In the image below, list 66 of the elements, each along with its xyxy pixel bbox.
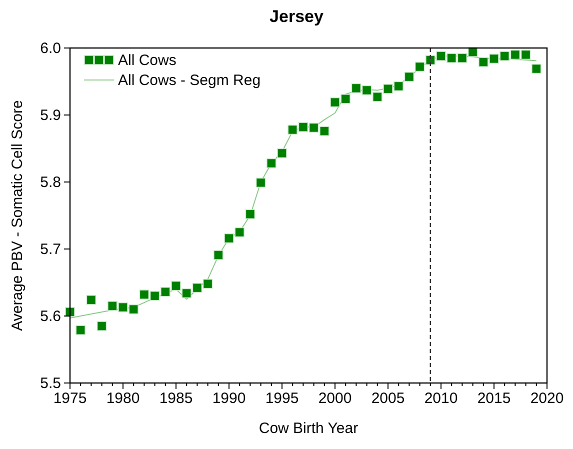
point (288, 124, 298, 135)
point (446, 53, 456, 63)
x-tick-label: 2010 (424, 390, 458, 407)
point (468, 47, 478, 57)
x-tick-label: 2015 (477, 390, 511, 407)
point (330, 97, 340, 108)
y-tick-label: 5.6 (40, 308, 61, 325)
legend-label: All Cows - Segm Reg (118, 72, 261, 89)
y-tick-label: 5.7 (40, 241, 61, 258)
point (478, 57, 488, 67)
point (362, 85, 372, 96)
point (139, 290, 150, 300)
point (234, 227, 244, 238)
point (489, 54, 499, 64)
point (192, 282, 202, 293)
point (340, 94, 350, 104)
point (256, 178, 266, 188)
y-tick-label: 5.9 (40, 107, 61, 124)
x-tick-label: 1995 (265, 390, 299, 407)
point (96, 321, 107, 331)
point (532, 64, 542, 74)
x-tick-label: 1975 (53, 390, 87, 407)
point (150, 291, 160, 301)
chart-title: Jersey (270, 7, 324, 26)
point (266, 158, 276, 168)
point (404, 72, 414, 82)
point (182, 288, 192, 298)
point (500, 51, 510, 61)
point (86, 295, 96, 305)
point (214, 250, 224, 260)
point (510, 50, 520, 60)
point (76, 325, 86, 335)
point (372, 92, 382, 102)
x-tick-label: 2020 (530, 390, 564, 407)
x-tick-label: 1985 (159, 390, 193, 407)
x-tick-label: 2000 (318, 390, 352, 407)
point (277, 148, 287, 158)
point (383, 84, 393, 94)
x-axis-title: Cow Birth Year (258, 420, 358, 437)
y-tick-label: 5.8 (40, 174, 61, 191)
y-axis-title: Average PBV - Somatic Cell Score (9, 100, 26, 331)
point (520, 50, 531, 60)
point (202, 278, 213, 289)
y-tick-label: 5.5 (40, 375, 61, 392)
point (308, 122, 319, 133)
y-tick-label: 6.0 (40, 40, 61, 57)
point (108, 301, 118, 311)
point (351, 83, 362, 94)
point (457, 53, 468, 63)
point (436, 51, 446, 61)
point (65, 307, 75, 317)
point (320, 126, 330, 136)
legend-label: All Cows (118, 52, 176, 69)
point (426, 55, 436, 65)
point (160, 286, 170, 297)
x-tick-label: 1980 (106, 390, 140, 407)
point (171, 280, 181, 291)
point (298, 122, 308, 132)
point (245, 209, 256, 220)
point (224, 233, 234, 244)
point (128, 304, 138, 314)
point (414, 62, 425, 72)
point (394, 81, 404, 92)
point (118, 302, 128, 312)
x-tick-label: 2005 (371, 390, 405, 407)
x-tick-label: 1990 (212, 390, 246, 407)
